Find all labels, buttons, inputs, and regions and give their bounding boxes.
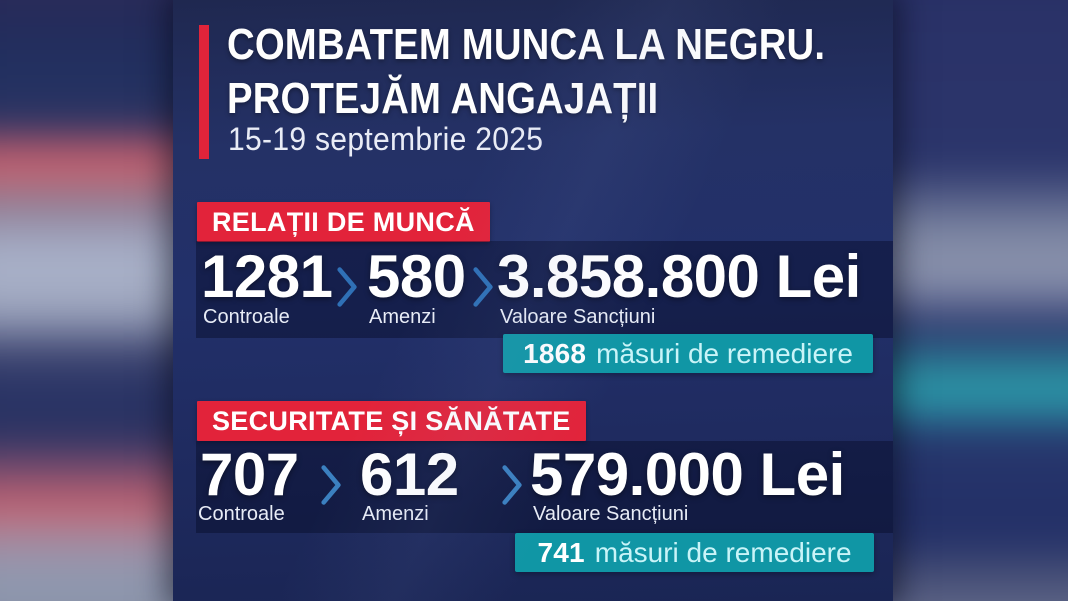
stat-value-controale-2: 707 [200, 441, 299, 508]
stat-panel-relatii [196, 241, 893, 338]
stat-value-amenzi-2: 612 [360, 441, 459, 508]
title-accent-bar [199, 25, 209, 159]
remediation-bar-1: 1868 măsuri de remediere [503, 334, 873, 373]
blurred-left-band [0, 0, 173, 601]
stat-value-amenzi-1: 580 [367, 243, 466, 310]
section-badge-securitate: SECURITATE ȘI SĂNĂTATE [197, 401, 586, 441]
stat-label-amenzi-1: Amenzi [369, 306, 436, 328]
stat-label-sanctiuni-2: Valoare Sancțiuni [533, 503, 689, 525]
chevron-right-icon [473, 267, 493, 307]
page-title-line2: PROTEJĂM ANGAJAȚII [227, 74, 659, 123]
page-title-line1: COMBATEM MUNCA LA NEGRU. [227, 20, 826, 69]
stat-label-controale-2: Controale [198, 503, 285, 525]
chevron-right-icon [502, 465, 522, 505]
stat-panel-securitate [196, 441, 893, 533]
remediation-label-1: măsuri de remediere [596, 337, 853, 369]
infographic-panel: COMBATEM MUNCA LA NEGRU. PROTEJĂM ANGAJA… [173, 0, 893, 601]
chevron-right-icon [337, 267, 357, 307]
stat-value-controale-1: 1281 [201, 243, 333, 310]
stat-value-sanctiuni-1: 3.858.800 Lei [497, 243, 861, 310]
stat-value-sanctiuni-2: 579.000 Lei [530, 441, 845, 508]
stat-label-amenzi-2: Amenzi [362, 503, 429, 525]
blurred-right-gradient [893, 0, 1068, 601]
remediation-value-2: 741 [537, 536, 585, 568]
remediation-value-1: 1868 [523, 337, 587, 369]
date-range: 15-19 septembrie 2025 [228, 121, 544, 157]
blurred-left-gradient [0, 0, 173, 601]
remediation-bar-2: 741 măsuri de remediere [515, 533, 874, 572]
stat-label-sanctiuni-1: Valoare Sancțiuni [500, 306, 656, 328]
remediation-label-2: măsuri de remediere [594, 536, 852, 568]
section-badge-relatii-de-munca: RELAȚII DE MUNCĂ [197, 202, 490, 242]
blurred-right-band [893, 0, 1068, 601]
chevron-right-icon [321, 465, 341, 505]
stat-label-controale-1: Controale [203, 306, 290, 328]
